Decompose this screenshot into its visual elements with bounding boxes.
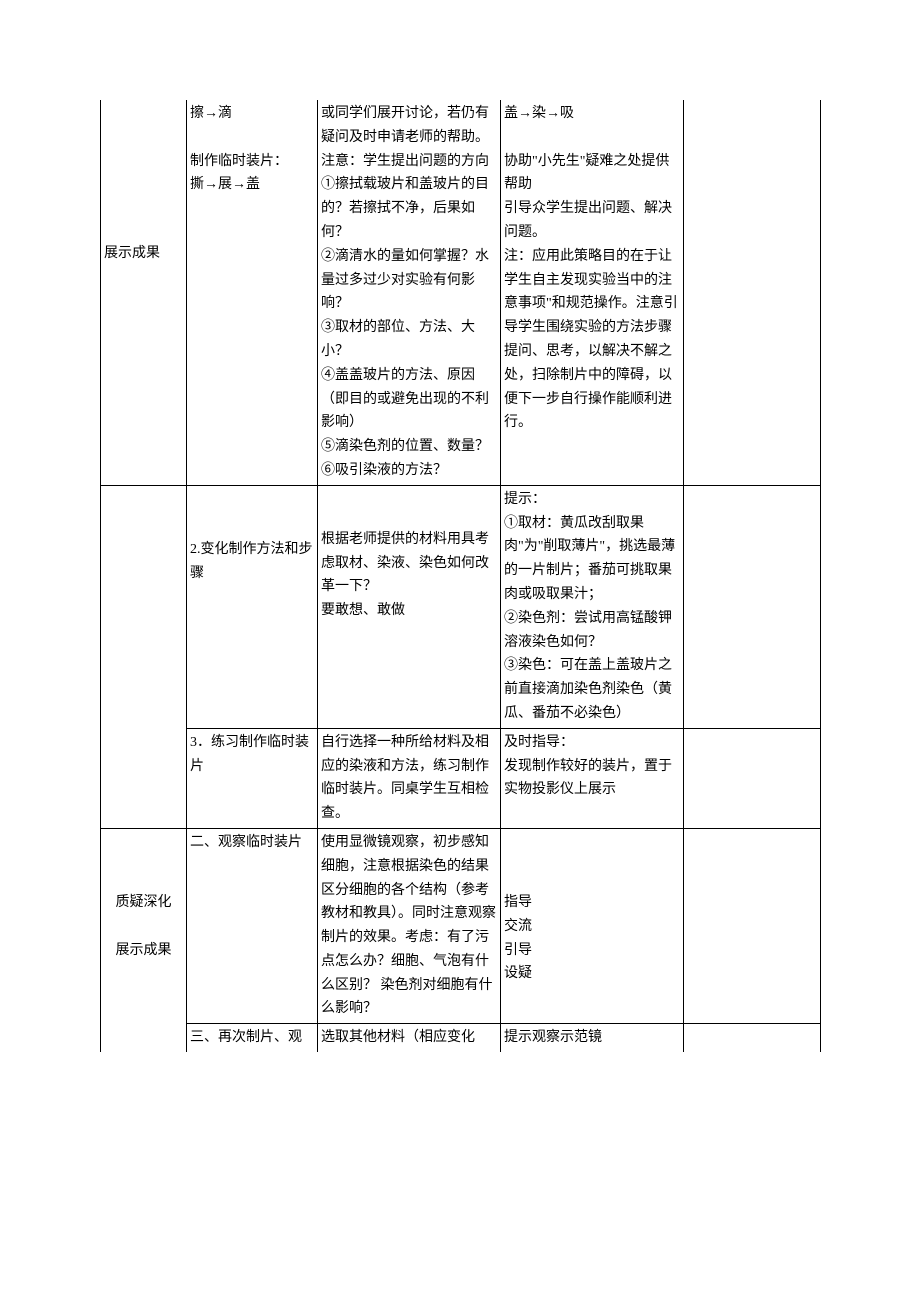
cell-teacher: 盖→染→吸 协助"小先生"疑难之处提供帮助 引导众学生提出问题、解决问题。 注：…: [501, 100, 684, 485]
cell-student: 或同学们展开讨论，若仍有疑问及时申请老师的帮助。 注意：学生提出问题的方向 ①擦…: [318, 100, 501, 485]
lesson-plan-table: 展示成果 擦→滴 制作临时装片： 撕→展→盖 或同学们展开讨论，若仍有疑问及时申…: [100, 100, 821, 1052]
cell-topic: 2.变化制作方法和步骤: [187, 485, 318, 728]
table-row: 质疑深化 展示成果 二、观察临时装片 使用显微镜观察，初步感知细胞，注意根据染色…: [101, 828, 821, 1023]
cell-student: 自行选择一种所给材料及相应的染液和方法，练习制作临时装片。同桌学生互相检查。: [318, 728, 501, 828]
cell-note: [684, 100, 821, 485]
table-row: 展示成果 擦→滴 制作临时装片： 撕→展→盖 或同学们展开讨论，若仍有疑问及时申…: [101, 100, 821, 485]
cell-topic: 擦→滴 制作临时装片： 撕→展→盖: [187, 100, 318, 485]
table-row: 2.变化制作方法和步骤 根据老师提供的材料用具考虑取材、染液、染色如何改革一下？…: [101, 485, 821, 728]
cell-student: 选取其他材料（相应变化: [318, 1024, 501, 1052]
cell-stage: 展示成果: [101, 100, 187, 485]
cell-topic: 二、观察临时装片: [187, 828, 318, 1023]
cell-student: 使用显微镜观察，初步感知细胞，注意根据染色的结果区分细胞的各个结构（参考教材和教…: [318, 828, 501, 1023]
cell-teacher: 指导 交流 引导 设疑: [501, 828, 684, 1023]
cell-topic: 三、再次制片、观: [187, 1024, 318, 1052]
cell-teacher: 及时指导： 发现制作较好的装片，置于实物投影仪上展示: [501, 728, 684, 828]
cell-stage: 质疑深化 展示成果: [101, 828, 187, 1052]
cell-note: [684, 728, 821, 828]
cell-note: [684, 485, 821, 728]
cell-student: 根据老师提供的材料用具考虑取材、染液、染色如何改革一下？ 要敢想、敢做: [318, 485, 501, 728]
cell-note: [684, 1024, 821, 1052]
table-row: 三、再次制片、观 选取其他材料（相应变化 提示观察示范镜: [101, 1024, 821, 1052]
cell-stage: [101, 485, 187, 828]
cell-teacher: 提示观察示范镜: [501, 1024, 684, 1052]
cell-teacher: 提示： ①取材：黄瓜改刮取果肉"为"削取薄片"，挑选最薄的一片制片；番茄可挑取果…: [501, 485, 684, 728]
cell-note: [684, 828, 821, 1023]
cell-topic: 3．练习制作临时装片: [187, 728, 318, 828]
document-page: 展示成果 擦→滴 制作临时装片： 撕→展→盖 或同学们展开讨论，若仍有疑问及时申…: [0, 0, 920, 1112]
table-row: 3．练习制作临时装片 自行选择一种所给材料及相应的染液和方法，练习制作临时装片。…: [101, 728, 821, 828]
